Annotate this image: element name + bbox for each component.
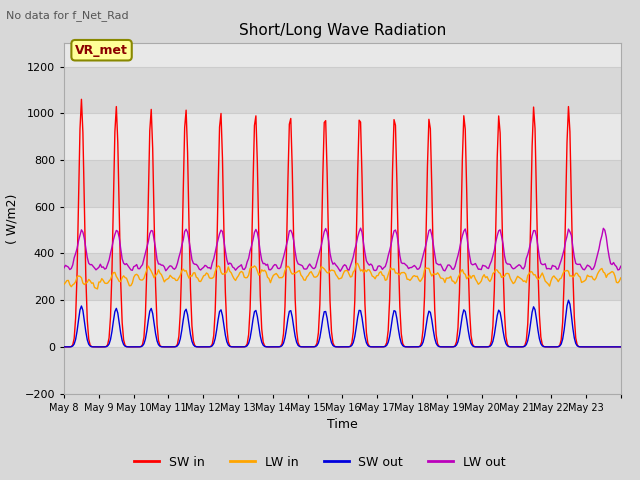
Bar <box>64 160 621 207</box>
Bar <box>64 67 621 113</box>
Bar <box>64 113 621 160</box>
Text: VR_met: VR_met <box>75 44 128 57</box>
Text: No data for f_Net_Rad: No data for f_Net_Rad <box>6 10 129 21</box>
Bar <box>64 253 621 300</box>
Y-axis label: ( W/m2): ( W/m2) <box>6 193 19 243</box>
Bar <box>64 207 621 253</box>
Title: Short/Long Wave Radiation: Short/Long Wave Radiation <box>239 23 446 38</box>
Bar <box>64 300 621 347</box>
X-axis label: Time: Time <box>327 418 358 431</box>
Bar <box>64 347 621 394</box>
Legend: SW in, LW in, SW out, LW out: SW in, LW in, SW out, LW out <box>129 451 511 474</box>
